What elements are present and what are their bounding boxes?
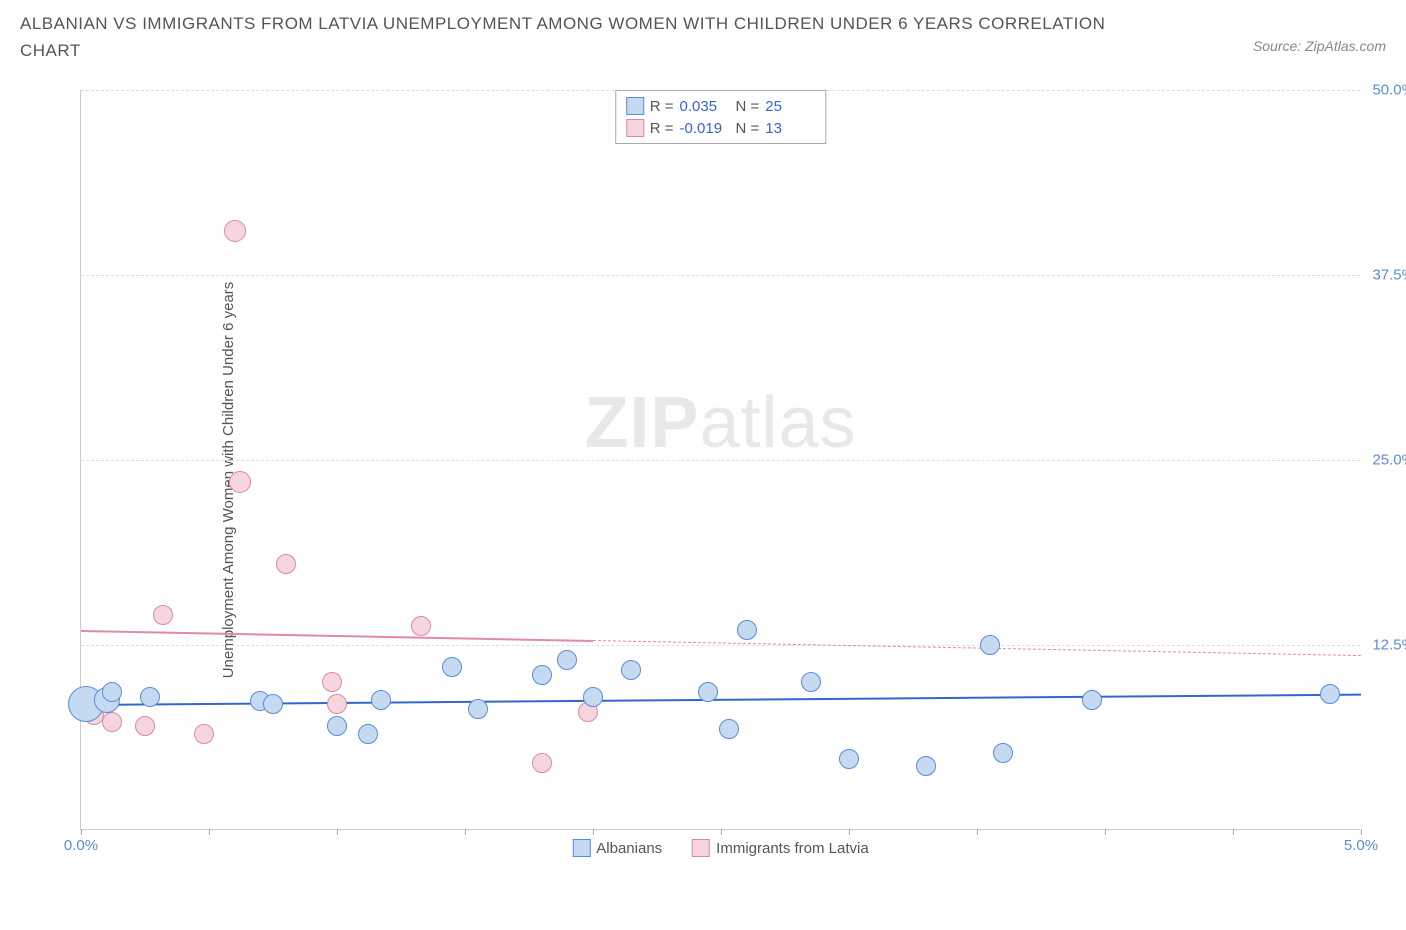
source-attribution: Source: ZipAtlas.com — [1253, 38, 1386, 54]
data-point — [229, 471, 251, 493]
data-point — [468, 699, 488, 719]
x-tick-label: 0.0% — [64, 837, 98, 854]
legend-swatch-blue — [626, 97, 644, 115]
watermark-bold: ZIP — [584, 383, 699, 463]
data-point — [263, 694, 283, 714]
data-point — [532, 665, 552, 685]
data-point — [327, 694, 347, 714]
r-value-albanians: 0.035 — [680, 98, 730, 115]
correlation-legend: R = 0.035 N = 25 R = -0.019 N = 13 — [615, 90, 827, 144]
legend-row-albanians: R = 0.035 N = 25 — [626, 95, 816, 117]
data-point — [442, 657, 462, 677]
y-tick-label: 50.0% — [1372, 82, 1406, 99]
x-tick-label: 5.0% — [1344, 837, 1378, 854]
r-value-latvia: -0.019 — [680, 120, 730, 137]
chart-container: Unemployment Among Women with Children U… — [60, 90, 1380, 870]
watermark: ZIPatlas — [584, 382, 856, 464]
x-tick — [337, 829, 338, 835]
r-label: R = — [650, 120, 674, 137]
y-tick-label: 25.0% — [1372, 452, 1406, 469]
x-tick — [593, 829, 594, 835]
data-point — [621, 660, 641, 680]
legend-row-latvia: R = -0.019 N = 13 — [626, 117, 816, 139]
x-tick — [1361, 829, 1362, 835]
x-tick — [1233, 829, 1234, 835]
grid-line — [81, 275, 1360, 276]
x-tick — [1105, 829, 1106, 835]
legend-label-albanians: Albanians — [596, 840, 662, 857]
data-point — [276, 554, 296, 574]
data-point — [719, 719, 739, 739]
data-point — [135, 716, 155, 736]
chart-title: ALBANIAN VS IMMIGRANTS FROM LATVIA UNEMP… — [20, 10, 1120, 64]
r-label: R = — [650, 98, 674, 115]
legend-label-latvia: Immigrants from Latvia — [716, 840, 869, 857]
data-point — [1082, 690, 1102, 710]
data-point — [557, 650, 577, 670]
legend-swatch-pink — [626, 119, 644, 137]
x-tick — [849, 829, 850, 835]
data-point — [358, 724, 378, 744]
data-point — [737, 620, 757, 640]
grid-line — [81, 645, 1360, 646]
n-value-latvia: 13 — [765, 120, 815, 137]
series-legend: Albanians Immigrants from Latvia — [572, 839, 868, 857]
grid-line — [81, 460, 1360, 461]
x-tick — [209, 829, 210, 835]
x-tick — [81, 829, 82, 835]
legend-item-albanians: Albanians — [572, 839, 662, 857]
data-point — [322, 672, 342, 692]
data-point — [801, 672, 821, 692]
legend-swatch-blue — [572, 839, 590, 857]
y-tick-label: 37.5% — [1372, 267, 1406, 284]
legend-item-latvia: Immigrants from Latvia — [692, 839, 869, 857]
data-point — [1320, 684, 1340, 704]
x-tick — [721, 829, 722, 835]
data-point — [102, 682, 122, 702]
chart-header: ALBANIAN VS IMMIGRANTS FROM LATVIA UNEMP… — [0, 0, 1406, 64]
legend-swatch-pink — [692, 839, 710, 857]
data-point — [532, 753, 552, 773]
data-point — [371, 690, 391, 710]
data-point — [411, 616, 431, 636]
data-point — [583, 687, 603, 707]
data-point — [839, 749, 859, 769]
regression-line — [593, 640, 1361, 656]
x-tick — [465, 829, 466, 835]
n-label: N = — [736, 98, 760, 115]
data-point — [993, 743, 1013, 763]
data-point — [194, 724, 214, 744]
data-point — [102, 712, 122, 732]
plot-area: ZIPatlas R = 0.035 N = 25 R = -0.019 N =… — [80, 90, 1360, 830]
x-tick — [977, 829, 978, 835]
data-point — [698, 682, 718, 702]
watermark-light: atlas — [699, 383, 856, 463]
regression-line — [81, 630, 593, 642]
data-point — [153, 605, 173, 625]
n-value-albanians: 25 — [765, 98, 815, 115]
data-point — [980, 635, 1000, 655]
data-point — [916, 756, 936, 776]
data-point — [140, 687, 160, 707]
n-label: N = — [736, 120, 760, 137]
y-tick-label: 12.5% — [1372, 637, 1406, 654]
data-point — [327, 716, 347, 736]
data-point — [224, 220, 246, 242]
